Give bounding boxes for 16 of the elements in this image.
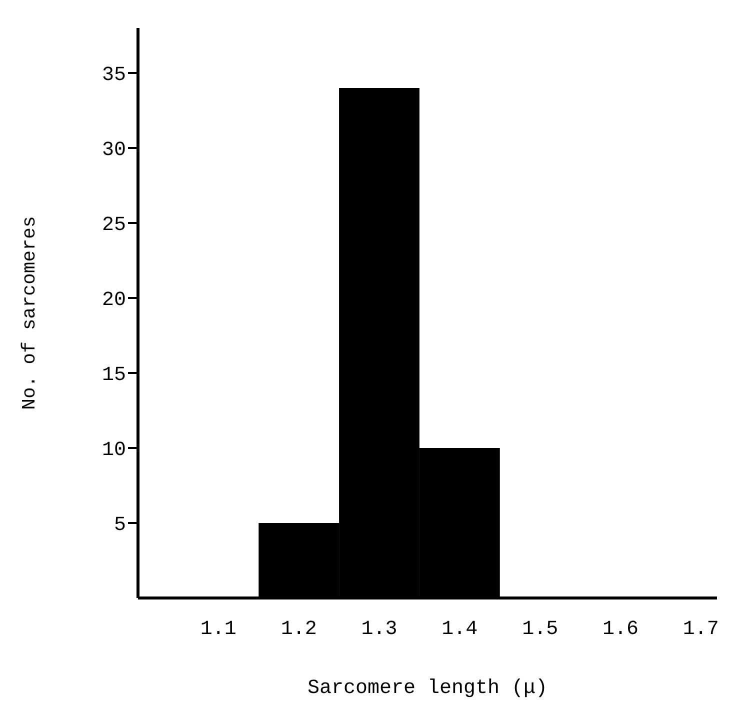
y-tick-label: 20 xyxy=(102,289,126,312)
x-tick-label: 1.3 xyxy=(361,618,398,642)
x-tick-label: 1.6 xyxy=(602,618,639,642)
y-axis-title: No. of sarcomeres xyxy=(18,216,41,410)
x-tick-label: 1.2 xyxy=(280,618,317,642)
x-axis-title: Sarcomere length (μ) xyxy=(307,677,548,700)
y-tick-label: 30 xyxy=(102,139,126,162)
y-tick-label: 15 xyxy=(102,364,126,388)
x-tick-label: 1.4 xyxy=(442,618,478,642)
y-tick-label: 35 xyxy=(102,64,126,88)
y-tick-label: 25 xyxy=(102,214,126,238)
x-tick-label: 1.7 xyxy=(682,618,719,642)
x-tick-label: 1.5 xyxy=(522,618,558,642)
y-tick-label: 5 xyxy=(114,514,126,538)
x-tick-label: 1.1 xyxy=(200,618,236,642)
y-tick-label: 10 xyxy=(102,439,126,462)
